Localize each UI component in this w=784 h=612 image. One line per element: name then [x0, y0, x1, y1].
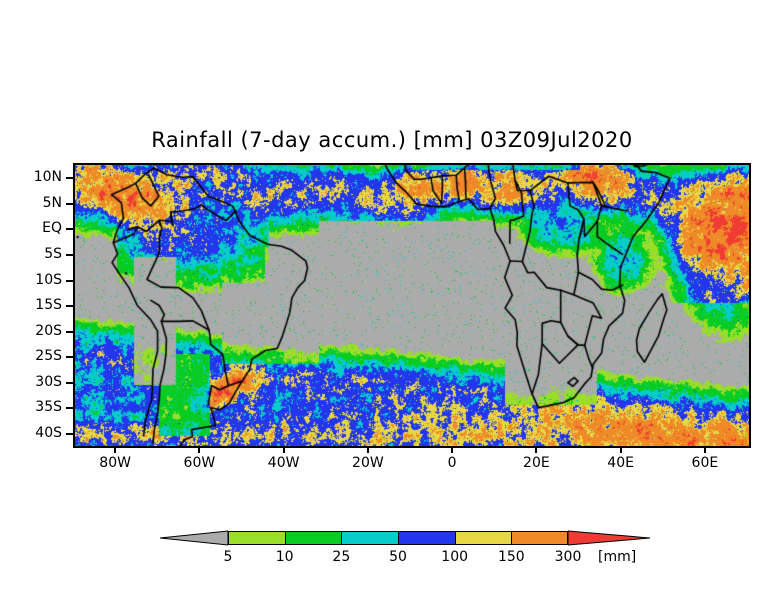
- colorbar-band-separator: [284, 531, 286, 545]
- y-axis-tick: [66, 305, 73, 308]
- y-axis-label: 5S: [44, 245, 62, 262]
- chart-title: Rainfall (7-day accum.) [mm] 03Z09Jul202…: [151, 128, 633, 152]
- colorbar-band-above-max: [568, 530, 650, 546]
- y-axis-tick: [66, 407, 73, 410]
- colorbar-band: [341, 531, 398, 545]
- colorbar-band: [398, 531, 455, 545]
- x-axis-tick: [451, 446, 454, 453]
- colorbar-band-separator: [398, 531, 399, 545]
- rainfall-raster: [75, 165, 749, 446]
- y-axis-tick: [66, 356, 73, 359]
- y-axis-tick: [66, 253, 73, 256]
- colorbar-band: [511, 531, 568, 545]
- colorbar-band-below-min: [160, 530, 228, 546]
- colorbar-band: [454, 531, 512, 545]
- x-axis-tick: [114, 446, 117, 453]
- x-axis-label: 60W: [183, 455, 216, 471]
- colorbar-band-separator: [454, 531, 456, 545]
- y-axis-label: 5N: [42, 194, 62, 211]
- x-axis-tick: [282, 446, 285, 453]
- y-axis-label: 10N: [33, 169, 62, 186]
- y-axis-tick: [66, 228, 73, 231]
- x-axis-tick: [535, 446, 538, 453]
- x-axis-label: 20E: [523, 455, 550, 471]
- x-axis-label: 60E: [691, 455, 719, 471]
- y-axis-label: 15S: [35, 297, 62, 314]
- x-axis-label: 40E: [607, 455, 634, 471]
- colorbar-tick-label: 150: [497, 549, 525, 565]
- y-axis-tick: [66, 330, 73, 333]
- x-axis-tick: [703, 446, 706, 453]
- y-axis-tick: [66, 432, 73, 435]
- colorbar-tick-label: 50: [389, 549, 407, 565]
- rainfall-map-plot: [73, 163, 751, 448]
- y-axis-tick: [66, 177, 73, 180]
- x-axis-label: 40W: [267, 455, 300, 471]
- colorbar-unit-label: [mm]: [598, 549, 637, 565]
- x-axis-label: 0: [447, 455, 457, 471]
- y-axis-label: 30S: [35, 373, 62, 390]
- colorbar-tick-label: 25: [332, 549, 351, 565]
- y-axis-tick: [66, 279, 73, 282]
- y-axis-label: 20S: [35, 322, 62, 339]
- colorbar-band-separator: [511, 531, 513, 545]
- x-axis-tick: [619, 446, 622, 453]
- y-axis-label: EQ: [42, 220, 62, 237]
- y-axis-tick: [66, 381, 73, 384]
- colorbar-band: [284, 531, 342, 545]
- x-axis-tick: [198, 446, 201, 453]
- x-axis-tick: [366, 446, 369, 453]
- colorbar-band: [228, 531, 285, 545]
- colorbar-tick-label: 10: [275, 549, 294, 565]
- colorbar-tick-label: 100: [441, 549, 469, 565]
- colorbar-tick-label: 300: [554, 549, 582, 565]
- x-axis-label: 80W: [99, 455, 131, 471]
- y-axis-label: 40S: [35, 424, 62, 441]
- y-axis-label: 35S: [35, 399, 62, 416]
- y-axis-label: 25S: [35, 348, 62, 365]
- y-axis-tick: [66, 202, 73, 205]
- colorbar-band-separator: [341, 531, 343, 545]
- y-axis-label: 10S: [35, 271, 62, 288]
- x-axis-label: 20W: [352, 455, 384, 471]
- colorbar-tick-label: 5: [223, 549, 233, 565]
